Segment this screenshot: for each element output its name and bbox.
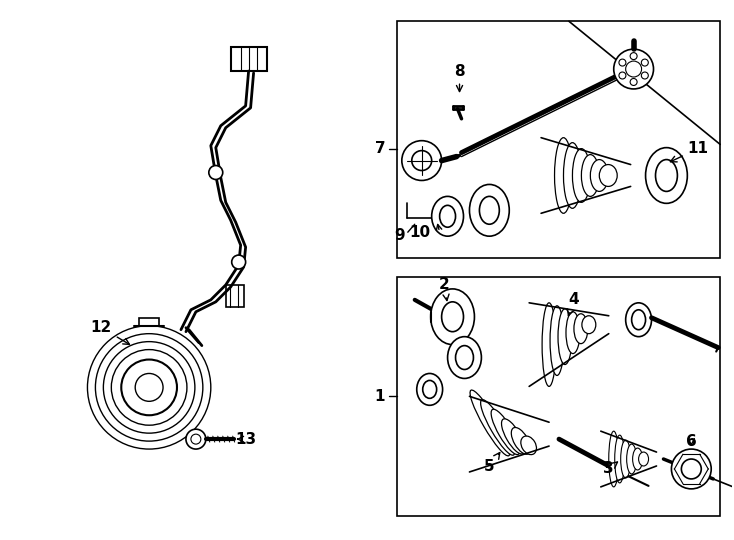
Bar [397, 21, 720, 258]
Ellipse shape [632, 310, 646, 330]
Text: 6: 6 [686, 434, 697, 449]
Ellipse shape [646, 147, 687, 204]
Circle shape [619, 59, 626, 66]
Text: 3: 3 [603, 462, 617, 476]
Circle shape [186, 429, 206, 449]
Ellipse shape [566, 312, 580, 354]
Bar [397, 277, 720, 516]
Circle shape [631, 52, 637, 59]
Text: 8: 8 [454, 64, 465, 92]
Circle shape [208, 166, 222, 179]
Ellipse shape [423, 380, 437, 399]
Circle shape [619, 72, 626, 79]
Ellipse shape [501, 419, 525, 454]
Bar [139, 318, 159, 328]
Ellipse shape [574, 314, 588, 343]
Ellipse shape [582, 316, 596, 334]
Ellipse shape [554, 138, 573, 213]
Ellipse shape [417, 374, 443, 406]
Ellipse shape [558, 309, 572, 365]
Bar [230, 47, 266, 71]
Ellipse shape [639, 452, 649, 466]
Ellipse shape [655, 160, 677, 191]
Circle shape [232, 255, 246, 269]
Text: 2: 2 [439, 278, 450, 301]
Circle shape [401, 140, 442, 180]
Circle shape [87, 326, 211, 449]
Text: 1: 1 [374, 389, 385, 404]
Ellipse shape [456, 346, 473, 369]
Text: 13: 13 [235, 431, 256, 447]
Ellipse shape [521, 436, 537, 455]
Circle shape [412, 151, 432, 171]
Circle shape [614, 49, 653, 89]
Ellipse shape [573, 148, 590, 202]
Ellipse shape [481, 400, 515, 455]
Ellipse shape [470, 185, 509, 236]
Ellipse shape [564, 143, 581, 208]
Ellipse shape [581, 154, 599, 197]
Text: 11: 11 [670, 141, 709, 162]
Ellipse shape [491, 409, 520, 455]
Text: 9: 9 [394, 228, 405, 242]
Circle shape [135, 374, 163, 401]
Text: 7: 7 [374, 141, 385, 156]
Circle shape [625, 61, 642, 77]
Circle shape [681, 459, 701, 479]
Circle shape [191, 434, 201, 444]
Ellipse shape [627, 444, 636, 474]
Ellipse shape [542, 303, 556, 387]
Circle shape [112, 349, 187, 425]
Ellipse shape [442, 302, 463, 332]
Ellipse shape [432, 197, 463, 236]
Ellipse shape [590, 160, 608, 191]
Ellipse shape [479, 197, 499, 224]
Text: 5: 5 [484, 453, 500, 475]
Circle shape [631, 78, 637, 85]
Text: 12: 12 [91, 320, 129, 345]
Circle shape [642, 59, 648, 66]
Ellipse shape [470, 390, 509, 456]
Ellipse shape [614, 435, 625, 483]
Circle shape [103, 342, 195, 433]
Ellipse shape [633, 448, 642, 470]
Circle shape [121, 360, 177, 415]
Bar [226, 285, 244, 307]
Circle shape [95, 334, 203, 441]
Text: 10: 10 [409, 225, 430, 240]
Ellipse shape [599, 165, 617, 186]
Ellipse shape [431, 289, 474, 345]
Ellipse shape [608, 431, 619, 487]
Ellipse shape [448, 336, 482, 379]
Circle shape [672, 449, 711, 489]
Ellipse shape [550, 306, 564, 375]
Text: 4: 4 [567, 292, 579, 316]
Ellipse shape [621, 440, 631, 478]
Ellipse shape [625, 303, 652, 336]
Ellipse shape [440, 205, 456, 227]
Circle shape [642, 72, 648, 79]
Ellipse shape [512, 428, 531, 454]
